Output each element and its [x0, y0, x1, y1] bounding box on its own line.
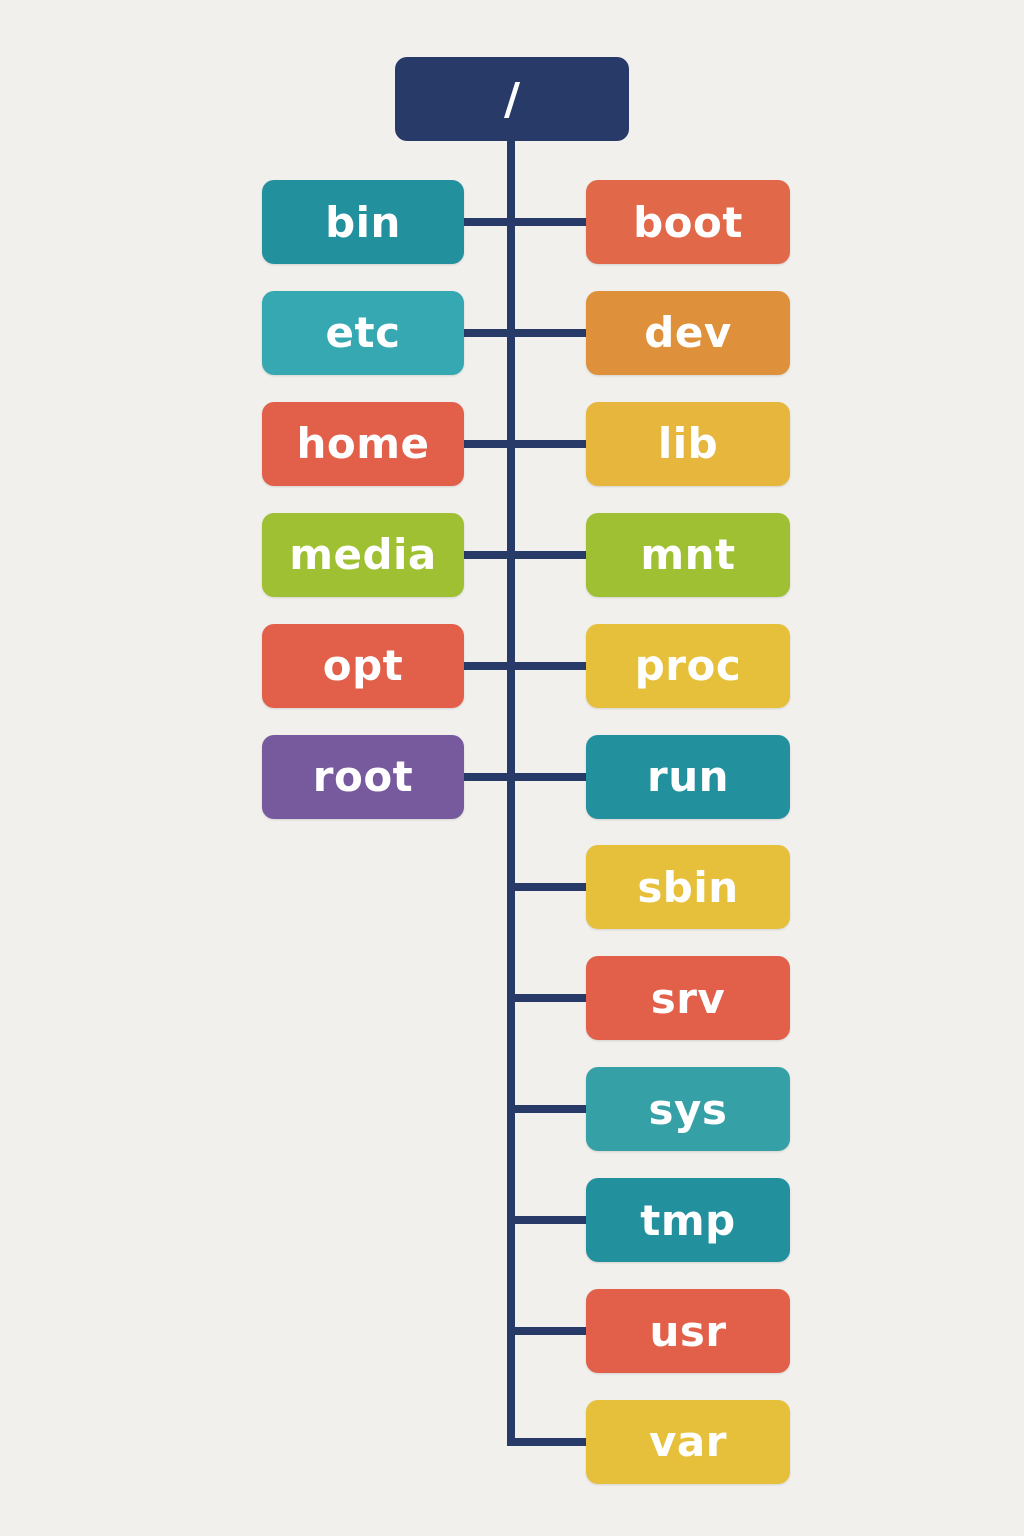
branch-line-tmp: [507, 1216, 586, 1225]
dir-node-var: var: [586, 1399, 790, 1484]
dir-node-run: run: [586, 734, 790, 819]
dir-node-opt: opt: [262, 623, 464, 708]
branch-line-sbin: [507, 883, 586, 892]
dir-node-media: media: [262, 512, 464, 597]
dir-node-bin: bin: [262, 180, 464, 264]
branch-line-home: [464, 439, 507, 448]
branch-line-srv: [507, 994, 586, 1003]
dir-node-boot: boot: [586, 180, 790, 264]
dir-node-etc: etc: [262, 290, 464, 375]
dir-node-srv: srv: [586, 956, 790, 1041]
branch-line-var: [507, 1437, 586, 1446]
root-directory-node: /: [395, 57, 629, 141]
branch-line-etc: [464, 328, 507, 337]
dir-node-dev: dev: [586, 290, 790, 375]
branch-line-bin: [464, 218, 507, 226]
dir-node-usr: usr: [586, 1289, 790, 1373]
dir-node-proc: proc: [586, 623, 790, 708]
dir-node-mnt: mnt: [586, 512, 790, 597]
branch-line-usr: [507, 1327, 586, 1335]
branch-line-sys: [507, 1105, 586, 1114]
branch-line-proc: [507, 661, 586, 670]
dir-node-root: root: [262, 734, 464, 819]
branch-line-media: [464, 550, 507, 559]
branch-line-boot: [507, 218, 586, 226]
trunk-line: [507, 138, 515, 1446]
branch-line-root: [464, 772, 507, 781]
dir-node-sbin: sbin: [586, 845, 790, 930]
branch-line-lib: [507, 439, 586, 448]
branch-line-opt: [464, 661, 507, 670]
dir-node-tmp: tmp: [586, 1178, 790, 1263]
dir-node-sys: sys: [586, 1067, 790, 1152]
branch-line-dev: [507, 328, 586, 337]
branch-line-run: [507, 772, 586, 781]
dir-node-lib: lib: [586, 401, 790, 486]
dir-node-home: home: [262, 401, 464, 486]
branch-line-mnt: [507, 550, 586, 559]
